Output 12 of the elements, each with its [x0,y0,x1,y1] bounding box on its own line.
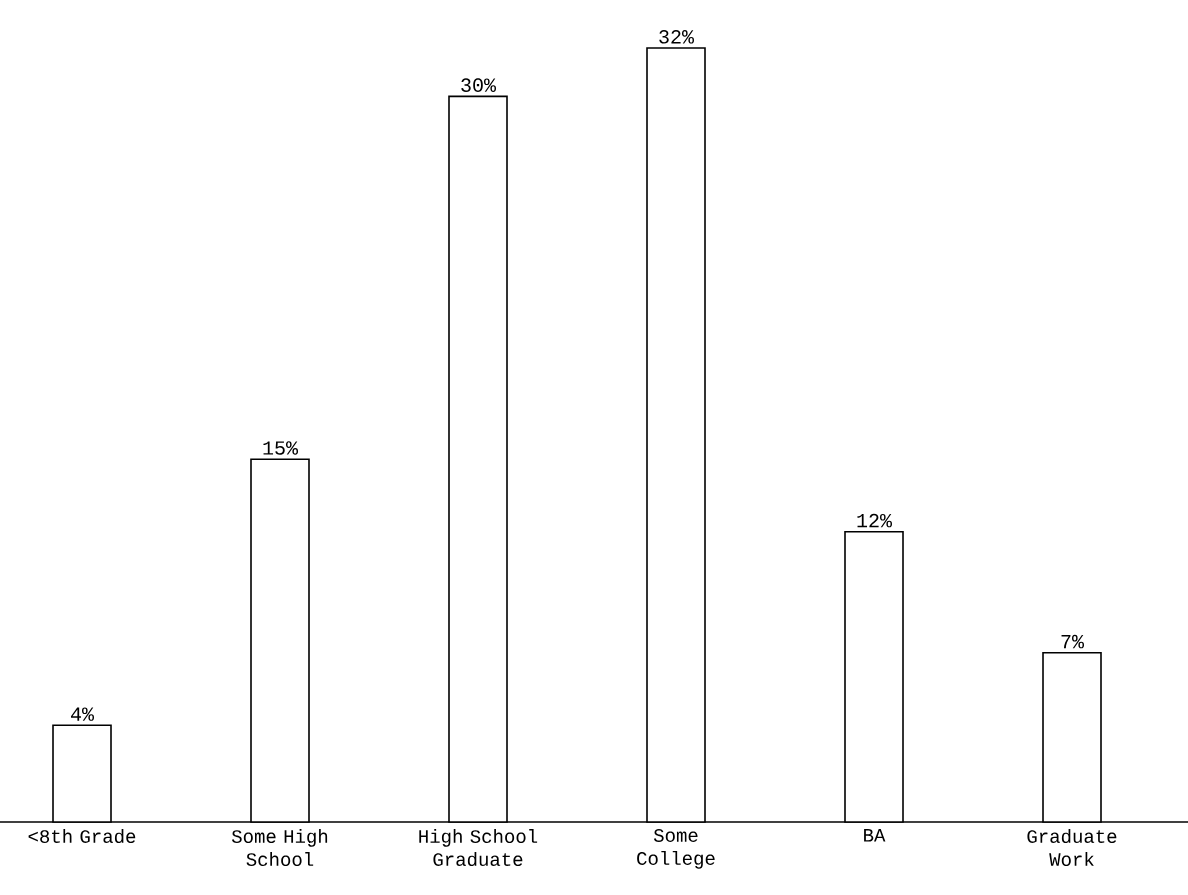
x-tick-label: Some College [637,829,715,869]
data-label: 15% [263,441,299,455]
x-tick-label: Some High School [231,829,328,867]
data-label: 7% [1061,634,1085,649]
x-tick-label: High School Graduate [419,829,538,867]
data-label: 30% [461,78,497,92]
data-label: 32% [659,30,695,44]
data-label: 4% [71,707,95,721]
data-label: 12% [857,513,893,528]
x-tick-label: BA [864,829,886,842]
x-tick-label: Graduate Work [1027,829,1117,867]
x-tick-label: <8th Grade [28,829,136,844]
